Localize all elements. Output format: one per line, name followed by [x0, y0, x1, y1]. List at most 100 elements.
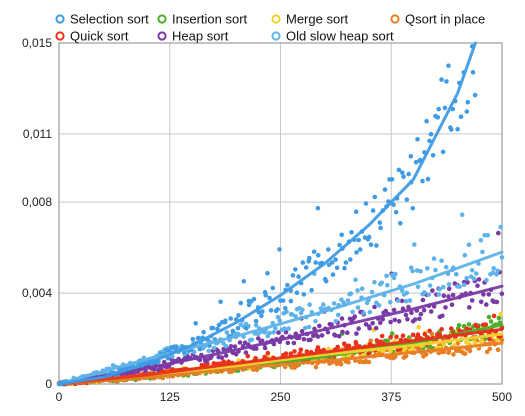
data-point — [401, 174, 406, 179]
data-point — [354, 331, 359, 336]
data-point — [446, 282, 452, 287]
data-point — [340, 329, 345, 335]
data-point — [292, 349, 297, 354]
trendline — [57, 327, 504, 386]
data-point — [436, 106, 442, 112]
data-point — [301, 292, 307, 297]
data-point — [410, 206, 416, 211]
data-point — [329, 322, 334, 327]
data-point — [374, 338, 380, 343]
data-point — [394, 334, 399, 340]
y-tick-label: 0,004 — [22, 286, 52, 300]
y-tick-label: 0 — [45, 377, 52, 391]
data-point — [304, 349, 310, 354]
data-point — [232, 344, 238, 349]
data-point — [466, 242, 472, 248]
data-point — [444, 79, 449, 84]
data-point — [425, 266, 430, 271]
data-point — [380, 316, 386, 322]
data-point — [478, 299, 484, 305]
data-point — [430, 288, 435, 293]
data-point — [311, 249, 317, 255]
y-tick-label: 0,008 — [22, 195, 52, 209]
data-point — [439, 77, 444, 82]
data-point — [496, 230, 501, 236]
data-point — [325, 329, 331, 335]
data-point — [446, 286, 452, 292]
data-point — [251, 296, 257, 302]
data-point — [441, 293, 447, 299]
data-point — [298, 347, 304, 353]
data-point — [494, 299, 500, 305]
data-point — [349, 230, 354, 235]
data-point — [223, 353, 229, 358]
legend-label: Old slow heap sort — [286, 29, 394, 44]
data-point — [379, 280, 385, 286]
data-point — [245, 353, 251, 359]
trendline — [57, 250, 504, 386]
data-point — [455, 126, 460, 132]
data-point — [306, 324, 312, 330]
data-point — [494, 272, 499, 277]
data-point — [323, 278, 329, 284]
data-point — [291, 340, 297, 346]
data-point — [346, 343, 352, 349]
data-point — [282, 326, 287, 331]
data-point — [236, 313, 241, 318]
data-point — [249, 337, 255, 343]
data-point — [260, 309, 265, 314]
data-point — [369, 289, 375, 295]
data-point — [403, 353, 409, 359]
data-point — [467, 305, 472, 310]
data-point — [302, 325, 308, 331]
data-point — [436, 292, 442, 297]
data-point — [410, 346, 416, 352]
data-point — [288, 298, 294, 304]
data-point — [276, 330, 281, 335]
data-point — [339, 232, 345, 238]
data-point — [399, 298, 405, 304]
x-tick-label: 375 — [381, 390, 401, 404]
data-point — [485, 232, 491, 238]
data-point — [418, 269, 423, 274]
data-point — [265, 270, 270, 276]
data-point — [426, 292, 432, 297]
data-point — [472, 92, 478, 98]
data-point — [498, 312, 503, 317]
data-point — [343, 260, 349, 265]
x-tick-label: 125 — [160, 390, 180, 404]
data-point — [451, 352, 456, 357]
data-point — [435, 115, 441, 120]
data-point — [469, 298, 475, 303]
data-point — [336, 312, 341, 318]
data-point — [393, 209, 399, 215]
data-point — [339, 316, 345, 321]
data-point — [267, 295, 272, 301]
legend-marker-icon — [390, 14, 400, 24]
data-point — [474, 271, 479, 276]
data-point — [454, 348, 459, 354]
data-point — [457, 284, 462, 289]
data-point — [409, 310, 414, 316]
data-point — [449, 127, 454, 132]
data-point — [290, 273, 296, 278]
data-point — [235, 325, 241, 331]
data-point — [193, 321, 198, 326]
data-point — [262, 345, 268, 351]
data-point — [315, 205, 321, 211]
y-axis-ticks: 0 0,004 0,008 0,011 0,015 — [22, 36, 52, 391]
data-point — [313, 318, 318, 324]
data-point — [407, 298, 413, 303]
data-point — [400, 333, 406, 339]
data-point — [458, 114, 464, 120]
data-point — [367, 309, 373, 315]
data-point — [238, 300, 244, 306]
data-point — [389, 177, 395, 182]
data-point — [373, 325, 379, 331]
data-point — [241, 279, 247, 284]
data-point — [228, 344, 234, 349]
data-point — [454, 271, 459, 277]
legend-label: Qsort in place — [405, 12, 485, 27]
data-point — [355, 305, 361, 310]
data-point — [498, 224, 503, 230]
